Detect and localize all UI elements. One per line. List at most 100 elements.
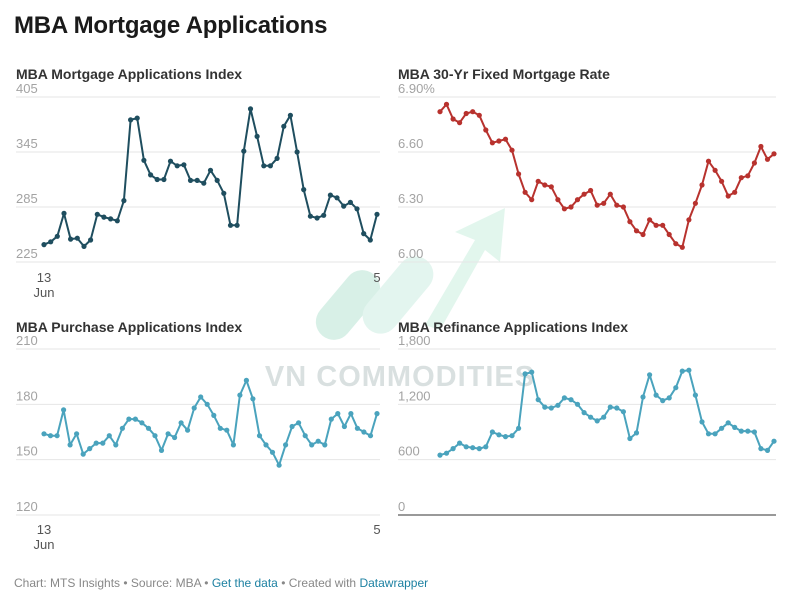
data-point[interactable] bbox=[653, 392, 659, 398]
data-point[interactable] bbox=[113, 442, 119, 448]
data-point[interactable] bbox=[68, 236, 74, 242]
data-point[interactable] bbox=[594, 418, 600, 424]
data-point[interactable] bbox=[535, 397, 541, 403]
data-point[interactable] bbox=[561, 206, 568, 212]
data-point[interactable] bbox=[450, 116, 456, 122]
data-point[interactable] bbox=[673, 241, 679, 247]
data-point[interactable] bbox=[269, 449, 276, 455]
data-point[interactable] bbox=[509, 433, 515, 439]
data-point[interactable] bbox=[314, 215, 320, 221]
data-point[interactable] bbox=[627, 435, 633, 442]
data-point[interactable] bbox=[322, 442, 328, 448]
data-point[interactable] bbox=[302, 433, 308, 439]
data-point[interactable] bbox=[128, 117, 134, 123]
data-point[interactable] bbox=[732, 189, 738, 195]
data-point[interactable] bbox=[158, 447, 165, 453]
data-point[interactable] bbox=[601, 200, 607, 206]
data-point[interactable] bbox=[335, 411, 341, 417]
data-point[interactable] bbox=[725, 193, 731, 199]
data-point[interactable] bbox=[347, 199, 353, 205]
data-point[interactable] bbox=[607, 191, 613, 197]
data-point[interactable] bbox=[61, 407, 67, 413]
data-point[interactable] bbox=[679, 368, 685, 374]
data-point[interactable] bbox=[443, 450, 450, 456]
data-point[interactable] bbox=[640, 231, 646, 238]
data-point[interactable] bbox=[87, 446, 93, 452]
data-point[interactable] bbox=[132, 416, 138, 422]
data-point[interactable] bbox=[719, 178, 725, 184]
data-point[interactable] bbox=[450, 446, 456, 452]
data-point[interactable] bbox=[296, 420, 302, 426]
data-point[interactable] bbox=[516, 425, 522, 431]
data-point[interactable] bbox=[41, 242, 47, 248]
data-point[interactable] bbox=[301, 187, 307, 193]
data-point[interactable] bbox=[221, 190, 227, 196]
data-point[interactable] bbox=[267, 163, 273, 169]
data-point[interactable] bbox=[509, 147, 515, 153]
data-point[interactable] bbox=[653, 222, 659, 228]
data-point[interactable] bbox=[204, 401, 210, 407]
data-point[interactable] bbox=[607, 404, 613, 410]
data-point[interactable] bbox=[470, 109, 476, 115]
data-point[interactable] bbox=[483, 444, 489, 450]
data-point[interactable] bbox=[54, 433, 60, 439]
data-point[interactable] bbox=[74, 235, 80, 241]
data-point[interactable] bbox=[732, 424, 738, 430]
data-point[interactable] bbox=[198, 394, 204, 400]
data-point[interactable] bbox=[457, 440, 463, 446]
data-point[interactable] bbox=[673, 385, 679, 391]
data-point[interactable] bbox=[437, 109, 443, 115]
data-point[interactable] bbox=[61, 210, 67, 216]
data-point[interactable] bbox=[437, 452, 443, 458]
data-point[interactable] bbox=[287, 112, 293, 118]
data-point[interactable] bbox=[161, 176, 167, 183]
data-point[interactable] bbox=[48, 239, 54, 245]
data-point[interactable] bbox=[167, 158, 174, 164]
data-point[interactable] bbox=[443, 101, 450, 107]
data-point[interactable] bbox=[178, 420, 184, 426]
data-point[interactable] bbox=[94, 211, 100, 217]
data-point[interactable] bbox=[315, 438, 321, 444]
data-point[interactable] bbox=[555, 402, 561, 408]
data-point[interactable] bbox=[328, 416, 334, 422]
data-point[interactable] bbox=[745, 173, 751, 179]
data-point[interactable] bbox=[374, 211, 380, 217]
data-point[interactable] bbox=[237, 392, 243, 398]
data-point[interactable] bbox=[699, 419, 705, 425]
data-point[interactable] bbox=[100, 440, 106, 446]
data-point[interactable] bbox=[712, 167, 718, 173]
data-point[interactable] bbox=[764, 447, 771, 453]
data-point[interactable] bbox=[463, 110, 469, 117]
data-point[interactable] bbox=[588, 414, 594, 420]
data-point[interactable] bbox=[93, 440, 99, 446]
data-point[interactable] bbox=[640, 394, 646, 400]
data-point[interactable] bbox=[126, 416, 132, 422]
data-point[interactable] bbox=[134, 115, 140, 121]
data-point[interactable] bbox=[548, 405, 554, 411]
data-point[interactable] bbox=[594, 202, 600, 208]
data-point[interactable] bbox=[243, 377, 249, 383]
data-point[interactable] bbox=[542, 404, 548, 410]
data-point[interactable] bbox=[529, 197, 535, 203]
data-point[interactable] bbox=[227, 222, 234, 228]
data-point[interactable] bbox=[561, 395, 568, 401]
data-point[interactable] bbox=[496, 138, 502, 144]
data-point[interactable] bbox=[185, 427, 191, 433]
data-point[interactable] bbox=[476, 446, 482, 452]
data-point[interactable] bbox=[354, 206, 360, 212]
data-point[interactable] bbox=[191, 405, 197, 411]
data-point[interactable] bbox=[74, 431, 80, 437]
data-point[interactable] bbox=[148, 172, 154, 178]
data-point[interactable] bbox=[114, 218, 120, 224]
data-point[interactable] bbox=[660, 222, 666, 228]
data-point[interactable] bbox=[187, 177, 194, 183]
data-point[interactable] bbox=[457, 120, 463, 126]
data-point[interactable] bbox=[686, 217, 692, 223]
data-point[interactable] bbox=[568, 204, 574, 210]
data-point[interactable] bbox=[633, 228, 640, 234]
data-point[interactable] bbox=[121, 198, 127, 204]
data-point[interactable] bbox=[152, 433, 158, 439]
data-point[interactable] bbox=[751, 160, 758, 166]
data-point[interactable] bbox=[548, 184, 554, 190]
data-point[interactable] bbox=[47, 433, 54, 439]
